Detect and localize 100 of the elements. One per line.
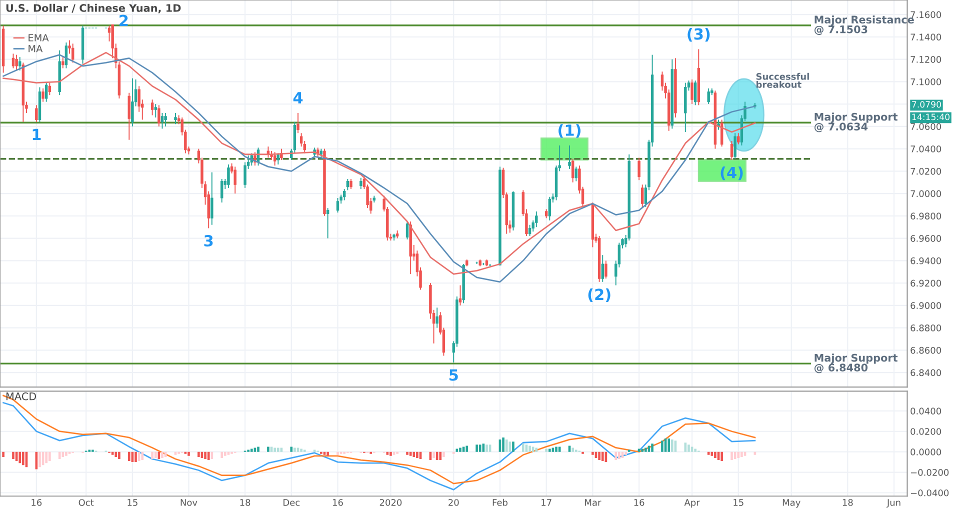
bar	[12, 452, 14, 459]
bar	[154, 452, 157, 458]
candlestick	[128, 92, 130, 140]
candlestick	[160, 112, 164, 130]
bar	[224, 452, 226, 456]
candlestick	[164, 112, 167, 127]
bar	[478, 444, 482, 452]
candlestick	[35, 104, 38, 122]
annotation: (3)	[688, 28, 710, 42]
y-tick-label: 6.8800	[910, 324, 942, 332]
bar	[18, 452, 22, 464]
x-tick-label: 20	[448, 499, 459, 506]
text: 14:15:40	[912, 114, 950, 120]
bar	[459, 448, 462, 452]
y-tick-label: 7.1400	[910, 34, 942, 40]
x-tick-label: 17	[542, 499, 552, 506]
bar	[151, 452, 154, 459]
candlestick	[346, 178, 350, 191]
x-tick-label: Feb	[492, 498, 508, 506]
bar	[710, 452, 714, 456]
bar	[555, 446, 558, 452]
bar	[406, 452, 408, 455]
candlestick	[12, 53, 15, 69]
bar	[651, 444, 654, 452]
bar	[720, 452, 723, 462]
bar	[730, 452, 733, 460]
y-tick-label: 7.0000	[910, 190, 942, 198]
y-tick-label: 7.0200	[910, 168, 942, 175]
bar	[568, 446, 571, 452]
bar	[644, 448, 647, 452]
bar	[416, 452, 418, 458]
bar	[661, 440, 664, 452]
bar	[688, 444, 690, 452]
bar	[648, 446, 650, 452]
chart-title: MACD	[6, 392, 36, 400]
candlestick	[131, 78, 134, 127]
x-tick-label: Jun	[886, 499, 900, 508]
annotation: (2)	[588, 288, 610, 302]
candlestick	[737, 132, 740, 145]
candlestick	[336, 198, 340, 214]
y-tick-label: −0.0400	[910, 489, 949, 496]
legend-label: EMA	[28, 34, 49, 42]
candlestick	[406, 221, 409, 240]
candlestick	[174, 112, 177, 125]
annotation: 4	[293, 92, 303, 104]
candlestick	[694, 80, 697, 106]
bar	[45, 452, 48, 464]
bar	[548, 448, 551, 452]
bar	[274, 448, 276, 452]
y-tick-label: 0.0400	[910, 408, 942, 414]
bar	[439, 452, 442, 460]
candlestick	[638, 157, 640, 181]
x-tick-label: Oct	[78, 499, 94, 506]
bar	[432, 452, 435, 458]
candlestick	[604, 260, 608, 280]
candlestick	[641, 184, 644, 208]
bar	[250, 448, 253, 452]
bar	[668, 438, 670, 452]
ref-line-label: Major Support @ 7.0634	[814, 112, 898, 132]
bar	[545, 448, 548, 452]
bar	[134, 452, 137, 462]
bar	[390, 452, 392, 456]
bar	[476, 444, 478, 452]
text: 7.0790	[912, 101, 941, 108]
bar	[296, 448, 300, 452]
candlestick	[227, 164, 230, 188]
bar	[198, 452, 200, 457]
bar	[502, 438, 504, 452]
bar	[254, 448, 256, 452]
bar	[22, 452, 24, 466]
bar	[714, 452, 716, 458]
x-tick-label: 16	[32, 499, 42, 506]
bar	[558, 446, 561, 452]
y-tick-label: 7.0400	[910, 146, 942, 152]
x-tick-label: 18	[842, 499, 853, 506]
bar	[300, 448, 302, 452]
x-tick-label: 15	[128, 499, 138, 506]
bar	[38, 452, 41, 468]
x-tick-label: 15	[734, 499, 744, 506]
bar	[614, 452, 618, 460]
candlestick	[62, 56, 64, 69]
bar	[552, 448, 554, 452]
bar	[486, 444, 488, 452]
candlestick	[458, 284, 462, 306]
candlestick	[296, 112, 300, 134]
candlestick	[574, 166, 578, 182]
bar	[684, 442, 687, 452]
bar	[118, 452, 120, 459]
candlestick	[730, 140, 734, 160]
bar	[641, 448, 644, 452]
candlestick	[343, 188, 346, 201]
bar	[188, 452, 190, 456]
candlestick	[45, 82, 48, 102]
x-tick-label: May	[782, 499, 800, 508]
x-tick-label: Apr	[684, 499, 700, 508]
bar	[624, 452, 627, 455]
x-tick-label: 16	[332, 499, 343, 506]
bar	[207, 452, 210, 460]
bar	[294, 448, 296, 452]
candlestick	[220, 178, 224, 203]
